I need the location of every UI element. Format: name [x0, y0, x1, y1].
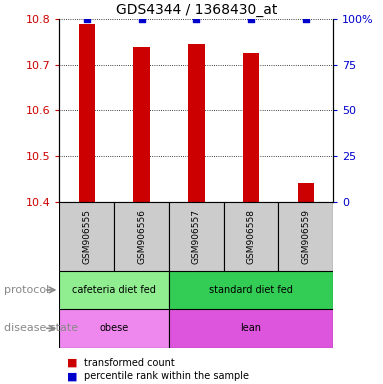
Bar	[169, 271, 333, 309]
Text: ■: ■	[67, 371, 77, 381]
Bar	[59, 309, 169, 348]
Text: GSM906555: GSM906555	[82, 209, 91, 264]
Text: transformed count: transformed count	[84, 358, 175, 368]
Bar	[169, 309, 333, 348]
Bar	[114, 202, 169, 271]
Bar	[59, 202, 114, 271]
Title: GDS4344 / 1368430_at: GDS4344 / 1368430_at	[116, 3, 277, 17]
Bar	[278, 202, 333, 271]
Bar	[59, 271, 169, 309]
Text: GSM906557: GSM906557	[192, 209, 201, 264]
Text: protocol: protocol	[4, 285, 49, 295]
Text: standard diet fed: standard diet fed	[209, 285, 293, 295]
Text: GSM906556: GSM906556	[137, 209, 146, 264]
Text: obese: obese	[100, 323, 129, 333]
Text: disease state: disease state	[4, 323, 78, 333]
Bar	[133, 46, 150, 202]
Point	[303, 16, 309, 22]
Bar	[298, 184, 314, 202]
Point	[83, 16, 90, 22]
Point	[139, 16, 145, 22]
Text: ■: ■	[67, 358, 77, 368]
Point	[193, 16, 199, 22]
Text: cafeteria diet fed: cafeteria diet fed	[72, 285, 156, 295]
Point	[248, 16, 254, 22]
Bar	[79, 24, 95, 202]
Bar	[243, 53, 259, 202]
Bar	[224, 202, 278, 271]
Text: GSM906558: GSM906558	[247, 209, 255, 264]
Text: percentile rank within the sample: percentile rank within the sample	[84, 371, 249, 381]
Bar	[188, 44, 205, 202]
Text: GSM906559: GSM906559	[301, 209, 310, 264]
Text: lean: lean	[241, 323, 262, 333]
Bar	[169, 202, 224, 271]
